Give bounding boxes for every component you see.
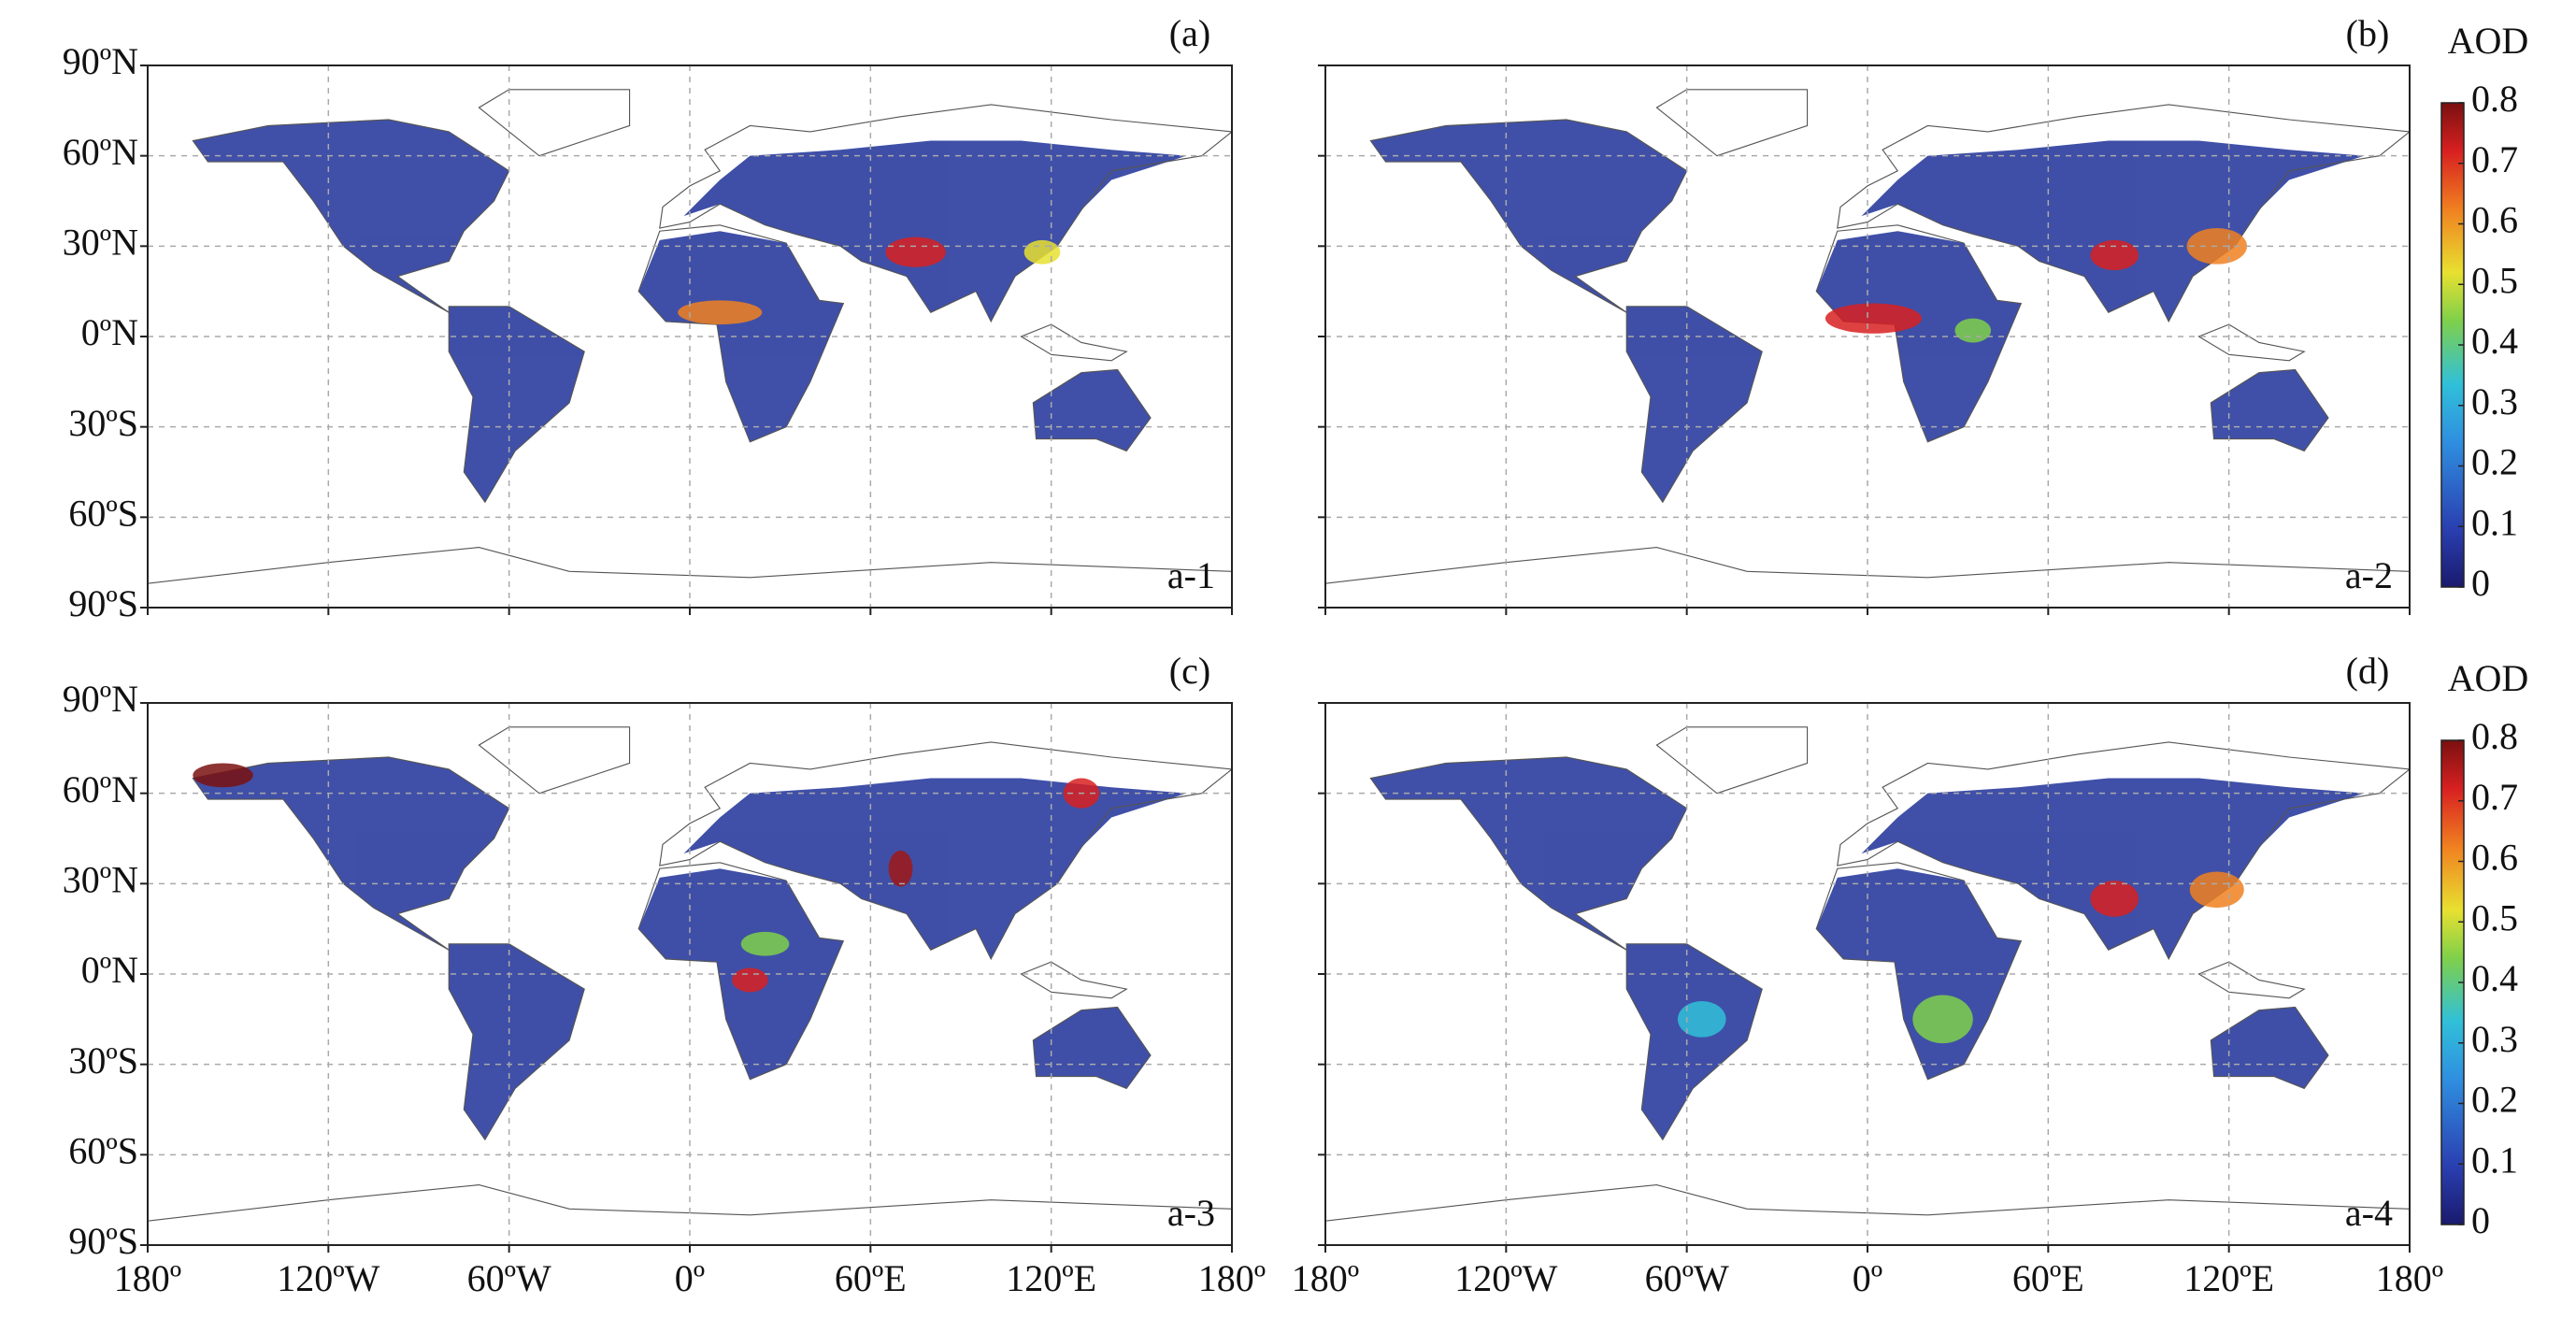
aod-hotspot bbox=[1678, 1001, 1726, 1038]
map-frame bbox=[1324, 64, 2411, 609]
colorbar-tick-label: 0.8 bbox=[2471, 715, 2518, 757]
aod-hotspot bbox=[732, 967, 768, 993]
colorbar-tick-label: 0.5 bbox=[2471, 896, 2518, 938]
lat-tick-label: 30ºS bbox=[68, 1039, 138, 1082]
colorbar-tick-label: 0 bbox=[2471, 562, 2490, 604]
lat-tick-label: 0ºN bbox=[81, 949, 138, 991]
colorbar-title: AOD bbox=[2448, 657, 2529, 699]
lon-tick-label: 180º bbox=[2376, 1257, 2443, 1299]
lat-tick-label: 30ºN bbox=[63, 859, 138, 901]
aod-hotspot bbox=[740, 931, 790, 956]
aod-hotspot bbox=[2189, 871, 2244, 909]
colorbar-tick-label: 0.1 bbox=[2471, 501, 2518, 543]
lon-tick-label: 120ºE bbox=[1006, 1257, 1096, 1299]
map-frame bbox=[1324, 702, 2411, 1246]
lat-tick-label: 90ºN bbox=[63, 40, 138, 82]
lon-tick-label: 60ºW bbox=[467, 1257, 551, 1299]
lat-tick-label: 0ºN bbox=[81, 311, 138, 353]
lat-tick-label: 60ºN bbox=[63, 131, 138, 173]
map-panel: (b) a-2 AOD 0 0.1 0.2 0.3 0.4 0.5 0.6 0.7 0.8 bbox=[1318, 12, 2528, 615]
map-frame bbox=[147, 702, 1233, 1246]
lat-tick-label: 90ºS bbox=[68, 582, 138, 624]
colorbar-tick-label: 0.4 bbox=[2471, 320, 2518, 362]
colorbar-tick-label: 0.4 bbox=[2471, 957, 2518, 999]
aod-hotspot bbox=[1954, 318, 1992, 343]
colorbar-tick-label: 0.6 bbox=[2471, 199, 2518, 241]
panel-label: (d) bbox=[2346, 650, 2390, 692]
panel-sublabel: a-4 bbox=[2345, 1192, 2393, 1234]
aod-hotspot bbox=[1023, 239, 1061, 265]
map-frame bbox=[147, 64, 1233, 609]
colorbar-tick-label: 0.8 bbox=[2471, 78, 2518, 120]
panel-label: (a) bbox=[1169, 12, 1210, 54]
aod-hotspot bbox=[678, 300, 763, 325]
aod-hotspot bbox=[1912, 995, 1973, 1044]
colorbar-tick-label: 0.3 bbox=[2471, 1018, 2518, 1060]
lon-tick-label: 60ºW bbox=[1645, 1257, 1729, 1299]
colorbar-tick-label: 0.3 bbox=[2471, 380, 2518, 423]
lon-tick-label: 180º bbox=[1292, 1257, 1359, 1299]
lon-tick-label: 60ºE bbox=[835, 1257, 907, 1299]
lon-tick-label: 180º bbox=[114, 1257, 181, 1299]
panel-label: (c) bbox=[1169, 650, 1210, 692]
colorbar-tick-label: 0.6 bbox=[2471, 837, 2518, 879]
lon-tick-label: 120ºE bbox=[2183, 1257, 2274, 1299]
colorbar-tick-label: 0.5 bbox=[2471, 259, 2518, 301]
lat-tick-label: 60ºS bbox=[68, 1130, 138, 1172]
colorbar-tick-label: 0.2 bbox=[2471, 441, 2518, 483]
colorbar-tick-label: 0.2 bbox=[2471, 1079, 2518, 1121]
map-panel: 180º 120ºW 60ºW 0º 60ºE 120ºE 180º (d) a-4 AOD 0 0.… bbox=[1292, 650, 2529, 1299]
panel-sublabel: a-1 bbox=[1167, 554, 1215, 596]
colorbar-tick-label: 0 bbox=[2471, 1199, 2490, 1241]
lon-tick-label: 180º bbox=[1198, 1257, 1266, 1299]
aod-hotspot bbox=[193, 763, 253, 788]
colorbar-title: AOD bbox=[2448, 20, 2529, 62]
map-panel: 90ºN 60ºN 30ºN 0ºN 30ºS 60ºS 90ºS (a) a-1 bbox=[63, 12, 1233, 624]
panel-sublabel: a-3 bbox=[1167, 1192, 1215, 1234]
lon-tick-label: 0º bbox=[1853, 1257, 1882, 1299]
aod-hotspot bbox=[2090, 239, 2139, 271]
lat-tick-label: 60ºN bbox=[63, 768, 138, 810]
lat-tick-label: 30ºS bbox=[68, 402, 138, 444]
colorbar-tick-label: 0.1 bbox=[2471, 1139, 2518, 1181]
panels: 90ºN 60ºN 30ºN 0ºN 30ºS 60ºS 90ºS (a) a-1 (b) a-2 A… bbox=[63, 12, 2529, 1299]
lat-tick-label: 90ºN bbox=[63, 678, 138, 720]
lon-tick-label: 60ºE bbox=[2012, 1257, 2084, 1299]
colorbar-tick-label: 0.7 bbox=[2471, 138, 2518, 180]
lon-tick-label: 120ºW bbox=[277, 1257, 379, 1299]
colorbar-tick-label: 0.7 bbox=[2471, 776, 2518, 818]
lon-tick-label: 0º bbox=[675, 1257, 705, 1299]
lon-tick-label: 120ºW bbox=[1454, 1257, 1557, 1299]
aod-hotspot bbox=[885, 236, 946, 267]
lat-tick-label: 60ºS bbox=[68, 493, 138, 535]
panel-label: (b) bbox=[2346, 12, 2390, 54]
panel-sublabel: a-2 bbox=[2345, 554, 2393, 596]
lat-tick-label: 90ºS bbox=[68, 1220, 138, 1262]
aod-hotspot bbox=[1825, 303, 1922, 334]
aod-hotspot bbox=[888, 850, 913, 887]
aod-hotspot bbox=[2090, 881, 2139, 917]
lat-tick-label: 30ºN bbox=[63, 222, 138, 264]
